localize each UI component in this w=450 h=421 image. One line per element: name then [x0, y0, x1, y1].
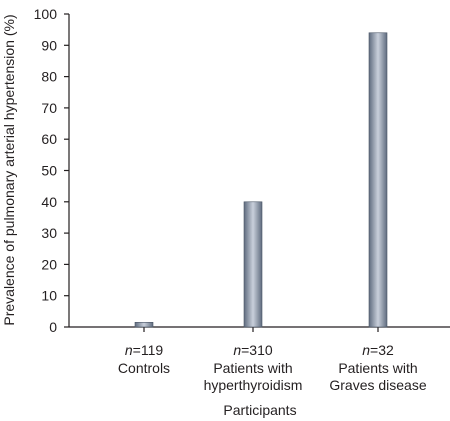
y-tick-label: 80	[41, 69, 57, 85]
category-n-label: n=310	[233, 342, 273, 358]
bars	[134, 32, 388, 328]
y-tick-label: 30	[41, 225, 57, 241]
bar	[368, 32, 388, 328]
y-axis-title: Prevalence of pulmonary arterial hyperte…	[1, 14, 17, 325]
y-tick-label: 40	[41, 194, 57, 210]
category-n-label: n=32	[362, 342, 394, 358]
category-n-label: n=119	[125, 342, 164, 358]
category-label: Patients with	[338, 360, 417, 376]
y-tick-label: 10	[41, 288, 57, 304]
category-label: Graves disease	[329, 377, 426, 393]
bar	[134, 322, 154, 328]
y-tick-label: 0	[49, 319, 57, 335]
category-label: Patients with	[213, 360, 292, 376]
axes: 0 10 20 30 40 50 60 70 80 90 100	[34, 6, 450, 335]
y-tick-label: 70	[41, 100, 57, 116]
category-label: hyperthyroidism	[204, 377, 303, 393]
y-tick-label: 60	[41, 131, 57, 147]
bar	[243, 201, 263, 328]
y-tick-label: 20	[41, 256, 57, 272]
y-tick-label: 50	[41, 163, 57, 179]
category-label: Controls	[118, 360, 170, 376]
y-tick-label: 90	[41, 37, 57, 53]
y-tick-label: 100	[34, 6, 58, 22]
x-axis-title: Participants	[223, 402, 296, 418]
